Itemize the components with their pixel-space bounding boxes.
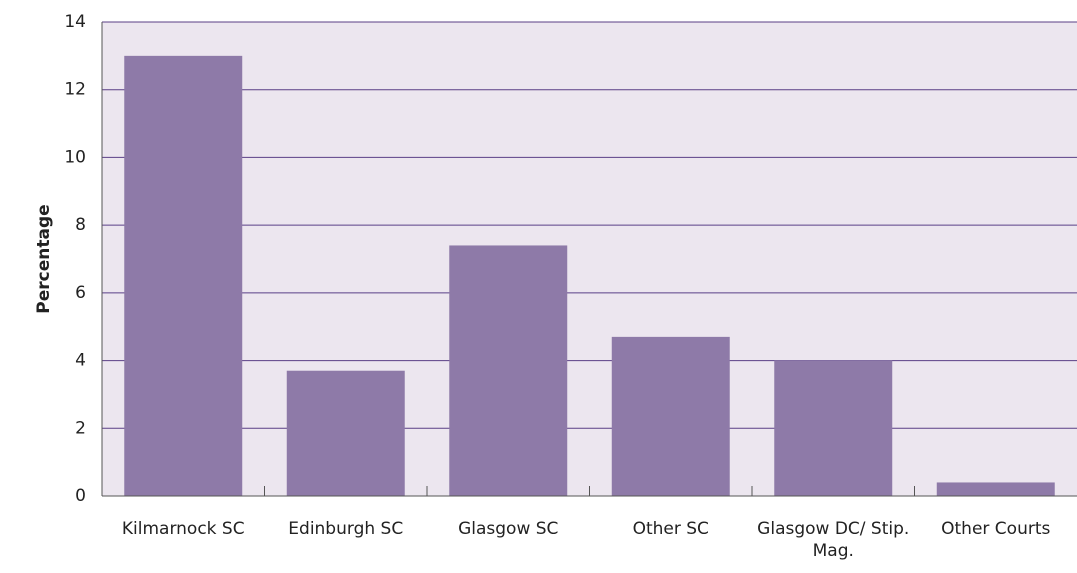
bar (449, 245, 568, 496)
x-tick-label: Other Courts (941, 519, 1051, 539)
y-tick-label: 6 (75, 283, 86, 303)
bar (936, 482, 1055, 496)
y-tick-label: 12 (64, 80, 86, 100)
x-tick-label: Glasgow DC/ Stip. Mag. (757, 519, 910, 561)
y-tick-label: 10 (64, 147, 86, 167)
y-tick-label: 8 (75, 215, 86, 235)
x-tick-label: Glasgow SC (458, 519, 559, 539)
x-tick-label: Kilmarnock SC (121, 519, 245, 539)
y-axis-label: Percentage (34, 204, 54, 313)
plot-area (102, 22, 1077, 496)
x-tick-label: Edinburgh SC (288, 519, 404, 539)
y-tick-label: 2 (75, 418, 86, 438)
bar (774, 360, 893, 496)
bar (124, 55, 243, 496)
y-tick-label: 14 (64, 12, 86, 32)
y-tick-label: 4 (75, 351, 86, 371)
x-tick-label: Other SC (632, 519, 709, 539)
bar (611, 336, 730, 496)
y-tick-label: 0 (75, 486, 86, 506)
bar (286, 370, 405, 496)
